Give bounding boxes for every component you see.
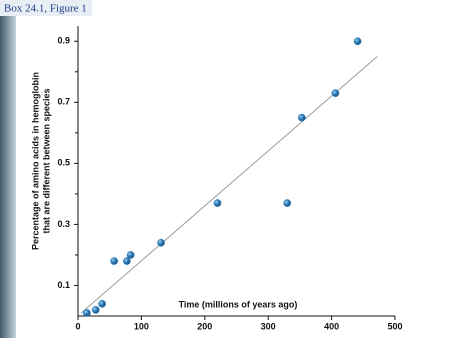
data-point [297,113,306,122]
x-tick-label: 200 [197,321,212,331]
y-tick-label: 0.1 [57,280,70,290]
side-decoration [0,0,16,338]
y-axis-label: Percentage of amino acids in hemoglobin t… [30,72,51,250]
x-tick-label: 0 [75,321,80,331]
y-tick-label: 0.9 [57,36,70,46]
x-tick-label: 100 [134,321,149,331]
x-tick-label: 300 [261,321,276,331]
title-box [0,0,92,16]
data-point [98,299,106,308]
data-point [126,251,135,259]
y-tick-label: 0.5 [57,158,70,168]
y-tick-label: 0.3 [57,219,70,229]
y-axis-label-line: Percentage of amino acids in hemoglobin [30,72,40,250]
data-point [157,238,165,247]
data-point [110,257,118,265]
data-point [331,89,340,98]
data-point [283,199,292,207]
x-axis-label: Time (millions of years ago) [179,299,298,309]
data-point [83,309,91,317]
y-tick-label: 0.7 [57,97,70,107]
data-point [353,37,362,46]
x-tick-label: 500 [387,321,402,331]
trend-line [80,56,378,314]
x-tick-label: 400 [324,321,339,331]
chart-title: Box 24.1, Figure 1 [4,3,87,15]
y-axis-label-line: that are different between species [41,88,51,233]
data-point [122,257,131,265]
data-point [213,199,222,207]
data-point [91,306,100,314]
